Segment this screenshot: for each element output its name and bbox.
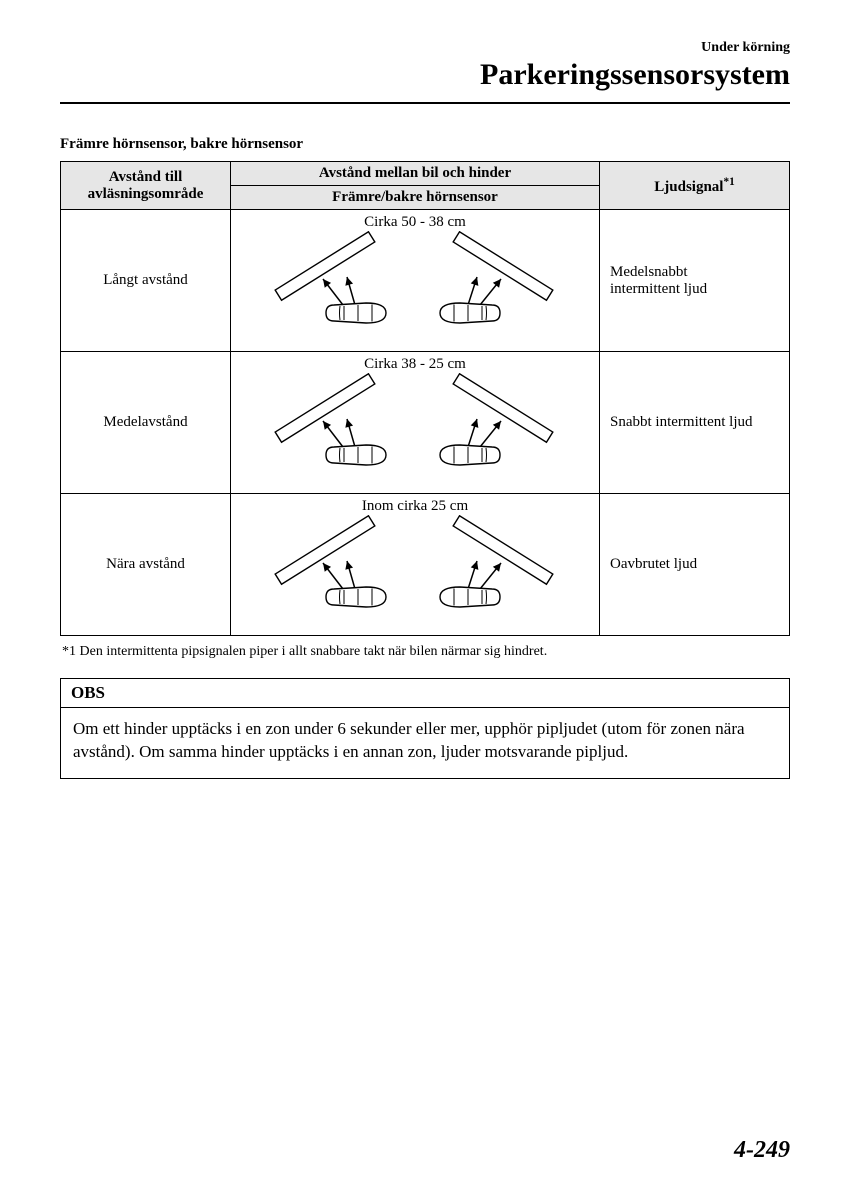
signal-line1: Snabbt intermittent ljud xyxy=(610,414,753,430)
table-row: Nära avstånd Inom cirka 25 cm xyxy=(61,494,790,636)
th-signal: Ljudsignal*1 xyxy=(600,162,790,210)
cell-range: Nära avstånd xyxy=(61,494,231,636)
sensor-diagram-icon xyxy=(265,231,565,351)
table-row: Långt avstånd Cirka 50 - 38 cm xyxy=(61,210,790,352)
diagram-distance-label: Cirka 50 - 38 cm xyxy=(231,210,599,231)
cell-diagram: Inom cirka 25 cm xyxy=(231,494,600,636)
th-signal-text: Ljudsignal xyxy=(654,179,723,195)
note-box: OBS Om ett hinder upptäcks i en zon unde… xyxy=(60,678,790,779)
cell-range: Medelavstånd xyxy=(61,352,231,494)
th-distance-line2: avläsningsområde xyxy=(88,186,204,202)
diagram-distance-label: Cirka 38 - 25 cm xyxy=(231,352,599,373)
page-title: Parkeringssensorsystem xyxy=(60,58,790,92)
header-divider xyxy=(60,102,790,104)
cell-diagram: Cirka 50 - 38 cm xyxy=(231,210,600,352)
sensor-table-body: Långt avstånd Cirka 50 - 38 cm xyxy=(61,210,790,636)
signal-line2: intermittent ljud xyxy=(610,281,707,297)
note-body: Om ett hinder upptäcks i en zon under 6 … xyxy=(61,708,789,778)
sensor-table: Avstånd till avläsningsområde Avstånd me… xyxy=(60,161,790,636)
table-row: Medelavstånd Cirka 38 - 25 cm xyxy=(61,352,790,494)
cell-signal: Oavbrutet ljud xyxy=(600,494,790,636)
th-sensor-type: Främre/bakre hörnsensor xyxy=(231,186,600,210)
signal-line1: Medelsnabbt xyxy=(610,264,687,280)
note-title: OBS xyxy=(61,679,789,708)
table-caption: Främre hörnsensor, bakre hörnsensor xyxy=(60,136,790,153)
cell-range: Långt avstånd xyxy=(61,210,231,352)
cell-signal: Snabbt intermittent ljud xyxy=(600,352,790,494)
signal-line1: Oavbrutet ljud xyxy=(610,556,697,572)
th-signal-sup: *1 xyxy=(723,176,734,188)
sensor-diagram-icon xyxy=(265,515,565,635)
page-number: 4-249 xyxy=(734,1137,790,1164)
th-obstacle-distance: Avstånd mellan bil och hinder xyxy=(231,162,600,186)
cell-diagram: Cirka 38 - 25 cm xyxy=(231,352,600,494)
cell-signal: Medelsnabbtintermittent ljud xyxy=(600,210,790,352)
diagram-distance-label: Inom cirka 25 cm xyxy=(231,494,599,515)
th-distance-range: Avstånd till avläsningsområde xyxy=(61,162,231,210)
table-footnote: *1 Den intermittenta pipsignalen piper i… xyxy=(62,644,790,660)
th-distance-line1: Avstånd till xyxy=(109,169,182,185)
sensor-diagram-icon xyxy=(265,373,565,493)
header-section-label: Under körning xyxy=(60,40,790,56)
